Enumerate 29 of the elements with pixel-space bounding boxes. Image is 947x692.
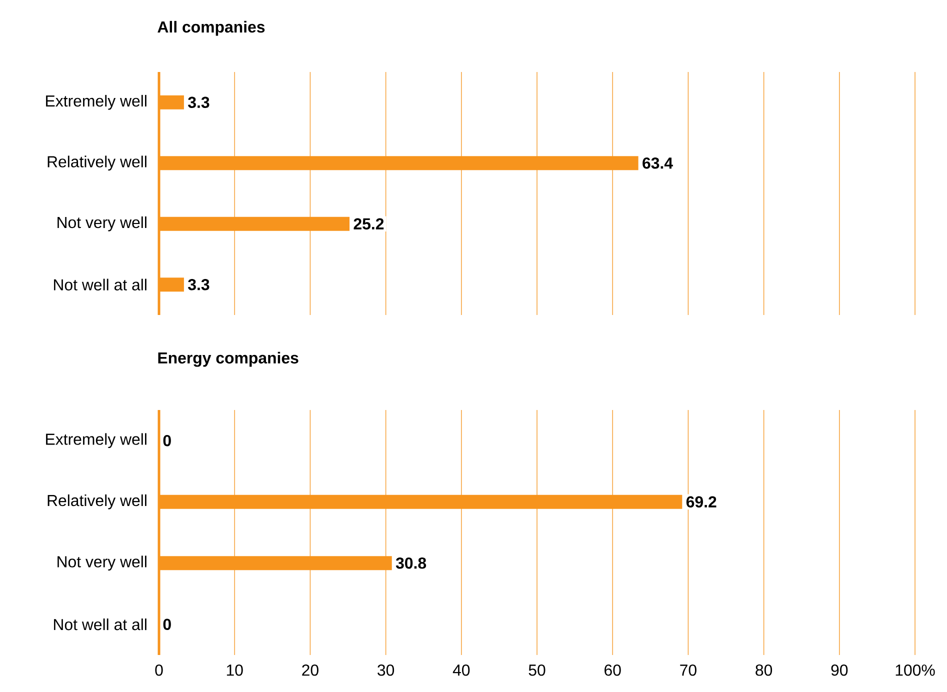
data-label: 0 xyxy=(163,434,171,446)
y-tick-label: Relatively well xyxy=(48,156,146,171)
y-tick-label: Not well at all xyxy=(54,278,146,290)
data-label: 63.4 xyxy=(642,157,673,169)
x-tick-label: 40 xyxy=(452,664,470,676)
data-label: 69.2 xyxy=(686,496,716,508)
x-tick-label: 30 xyxy=(378,664,394,676)
x-tick-label: 80 xyxy=(756,664,772,676)
x-tick-label: 50 xyxy=(528,664,546,676)
y-tick-label: Not very well xyxy=(58,216,146,232)
x-tick-label: 70 xyxy=(680,664,696,676)
data-label: 25.2 xyxy=(354,218,384,230)
x-tick-label: 60 xyxy=(604,664,621,676)
x-tick-label: 100% xyxy=(896,664,935,676)
data-label: 3.3 xyxy=(188,278,210,290)
y-tick-label: Extremely well xyxy=(46,433,146,448)
y-tick-label: Not well at all xyxy=(54,618,146,630)
y-tick-label: Extremely well xyxy=(46,94,146,110)
y-tick-label: Relatively well xyxy=(48,494,146,510)
data-label: 3.3 xyxy=(188,96,210,108)
chart-title: All companies xyxy=(158,20,265,36)
x-tick-label: 10 xyxy=(226,664,243,676)
data-label: 0 xyxy=(163,618,171,630)
chart-title: Energy companies xyxy=(158,352,298,367)
x-tick-label: 90 xyxy=(831,664,848,676)
x-tick-label: 0 xyxy=(155,664,163,676)
y-tick-label: Not very well xyxy=(58,556,146,571)
x-tick-label: 20 xyxy=(302,664,318,676)
data-label: 30.8 xyxy=(396,557,426,569)
